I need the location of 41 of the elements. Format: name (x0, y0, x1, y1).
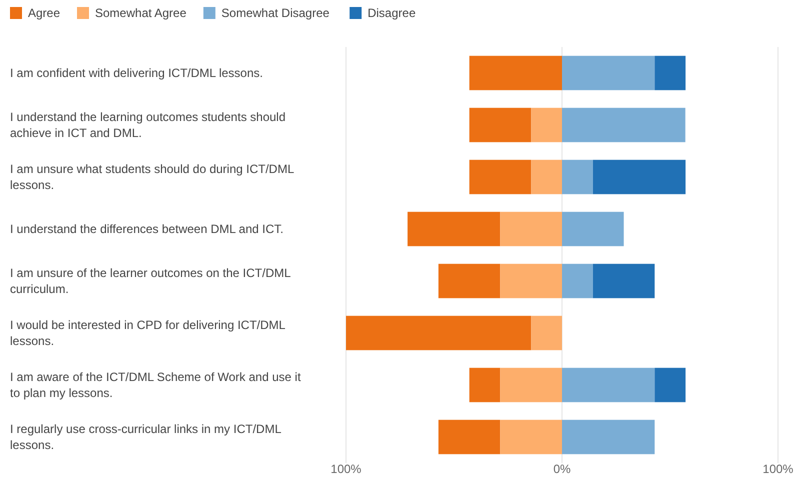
y-tick-label: I would be interested in CPD for delivering ICT/DML lessons. (10, 318, 286, 348)
bar (654, 368, 686, 402)
bar (500, 420, 562, 454)
bar (562, 56, 655, 90)
bar (654, 56, 686, 90)
y-tick-label: I am unsure of the learner outcomes on the ICT/DML curriculum. (10, 266, 292, 296)
legend-label: Disagree (368, 6, 416, 20)
x-tick-label: 100% (330, 462, 362, 476)
legend-label: Somewhat Disagree (221, 6, 330, 20)
bar (469, 108, 532, 142)
y-tick-label: I am unsure what students should do during ICT/DML lessons. (10, 162, 294, 192)
bar (438, 264, 500, 298)
bar (531, 108, 562, 142)
y-tick-label: I understand the differences between DML and ICT. (10, 222, 284, 236)
y-tick-label: I regularly use cross-curricular links in my ICT/DML lessons. (10, 422, 282, 452)
bar (531, 316, 562, 350)
bar (469, 160, 532, 194)
y-tick-label: I am confident with delivering ICT/DML lessons. (10, 66, 263, 80)
legend-label: Somewhat Agree (95, 6, 187, 20)
y-tick-label: I understand the learning outcomes students should achieve in ICT and DML. (10, 110, 286, 140)
bar (469, 56, 562, 90)
bar (500, 264, 562, 298)
bar (562, 420, 655, 454)
bar (592, 160, 686, 194)
bar (562, 108, 686, 142)
bar (562, 212, 624, 246)
x-tick-label: 0% (553, 462, 571, 476)
bar (469, 368, 500, 402)
bar (562, 264, 593, 298)
bar (438, 420, 500, 454)
bar (346, 316, 532, 350)
x-tick-label: 100% (762, 462, 794, 476)
bar (408, 212, 500, 246)
bar (562, 160, 593, 194)
legend-label: Agree (28, 6, 60, 20)
bar (562, 368, 655, 402)
bar (500, 368, 562, 402)
bar (500, 212, 562, 246)
bar (531, 160, 562, 194)
bar (592, 264, 655, 298)
y-tick-label: I am aware of the ICT/DML Scheme of Work and use it to plan my lessons. (10, 370, 302, 400)
